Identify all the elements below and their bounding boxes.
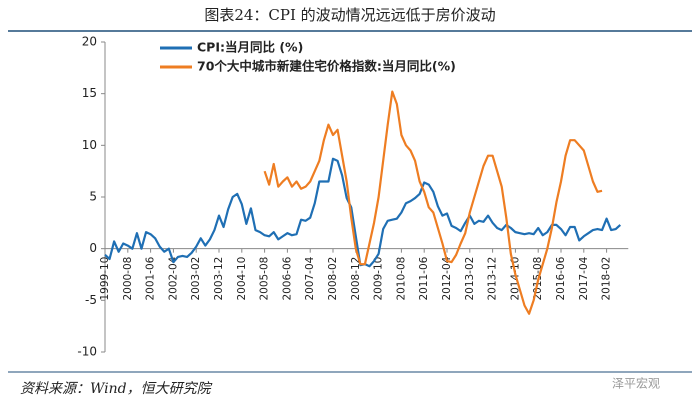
x-tick-label: 2002-04 xyxy=(167,256,179,300)
x-tick-label: 2006-06 xyxy=(281,256,293,300)
y-tick-label: 5 xyxy=(89,190,97,204)
x-tick-label: 2011-06 xyxy=(418,256,430,300)
series-line xyxy=(263,90,603,315)
x-tick-label: 2010-08 xyxy=(395,257,407,301)
x-tick-label: 1999-10 xyxy=(99,257,111,301)
x-tick-label: 2016-06 xyxy=(555,256,567,300)
x-tick-label: 2000-08 xyxy=(122,257,134,301)
y-tick-label: 10 xyxy=(82,138,97,152)
x-tick-label: 2009-10 xyxy=(373,257,385,301)
x-tick-label: 2008-02 xyxy=(327,257,339,301)
x-tick-label: 2012-04 xyxy=(441,256,453,300)
chart-title: 图表24：CPI 的波动情况远远低于房价波动 xyxy=(204,6,495,24)
y-tick-label: 0 xyxy=(89,241,97,255)
x-tick-label: 2013-12 xyxy=(487,257,499,301)
x-tick-label: 2004-10 xyxy=(236,257,248,301)
x-tick-label: 2013-02 xyxy=(464,257,476,301)
y-tick-label: 20 xyxy=(82,35,97,49)
legend-label: CPI:当月同比 (%) xyxy=(197,40,303,55)
series-line xyxy=(104,157,622,268)
watermark: 泽平宏观 xyxy=(612,376,660,391)
x-tick-label: 2017-04 xyxy=(578,256,590,300)
y-tick-label: -5 xyxy=(85,293,97,307)
x-tick-label: 2001-06 xyxy=(145,256,157,300)
legend-label: 70个大中城市新建住宅价格指数:当月同比(%) xyxy=(197,59,456,74)
y-tick-label: -10 xyxy=(77,345,97,359)
x-tick-label: 2007-04 xyxy=(304,256,316,300)
x-tick-label: 2003-12 xyxy=(213,257,225,301)
x-tick-label: 2008-12 xyxy=(350,257,362,301)
x-tick-label: 2018-02 xyxy=(601,257,613,301)
source-note: 资料来源：Wind，恒大研究院 xyxy=(20,381,213,397)
x-tick-label: 2014-10 xyxy=(509,257,521,301)
x-tick-label: 2005-08 xyxy=(259,257,271,301)
y-tick-label: 15 xyxy=(82,86,97,100)
x-tick-label: 2003-02 xyxy=(190,257,202,301)
